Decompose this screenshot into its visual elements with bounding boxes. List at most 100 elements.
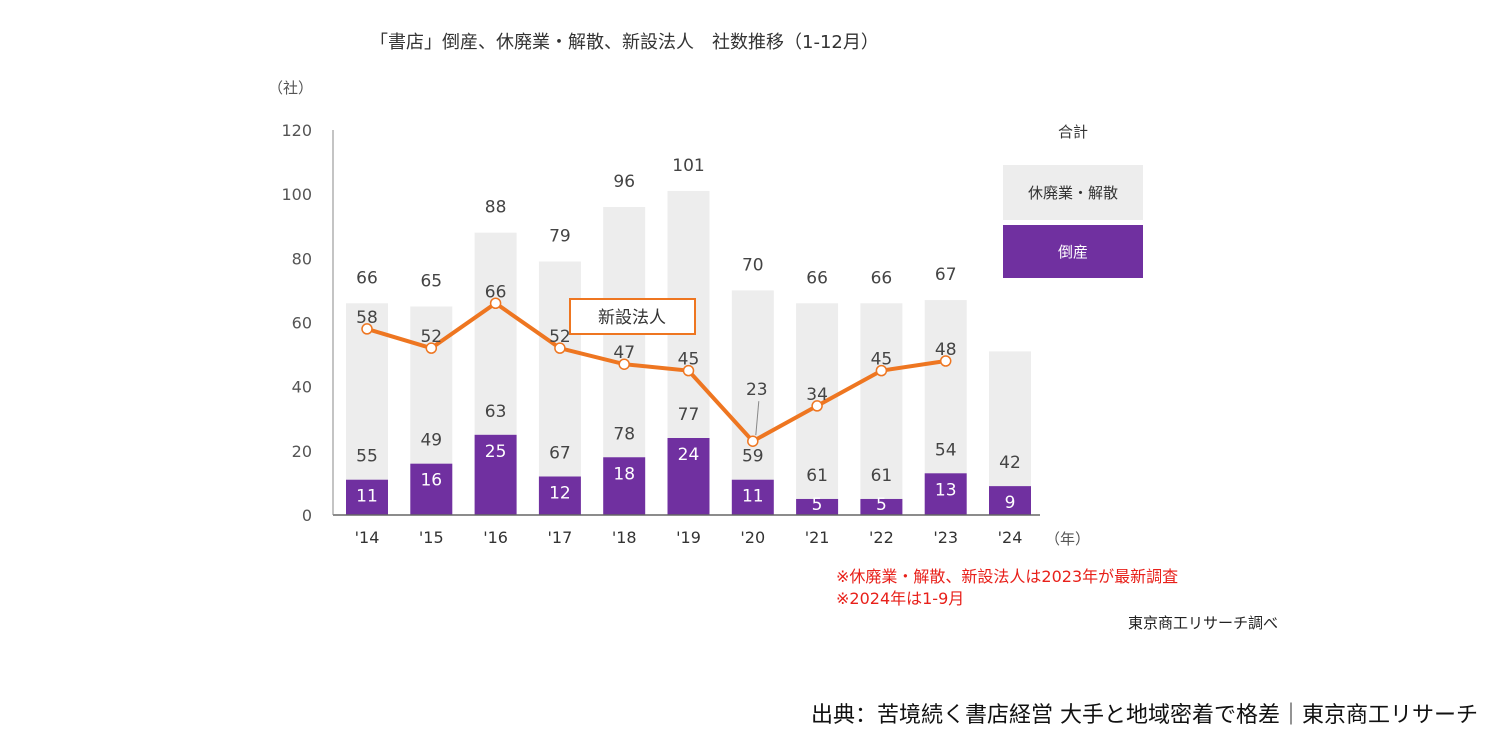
bankruptcy-data-label: 16 — [420, 471, 442, 491]
new-corp-data-label: 23 — [746, 380, 768, 400]
legend-swatch-bankruptcy — [1003, 225, 1143, 278]
bar-closure — [924, 300, 967, 474]
new-corp-data-label: 47 — [613, 343, 635, 363]
new-corp-data-label: 58 — [356, 308, 378, 328]
legend-title: 合計 — [1058, 123, 1088, 141]
new-corp-point — [554, 342, 566, 354]
bankruptcy-data-label: 9 — [1005, 493, 1016, 513]
new-corp-point — [489, 297, 502, 309]
x-tick-label: '23 — [933, 528, 958, 547]
total-data-label: 88 — [485, 198, 507, 218]
new-corp-line — [366, 300, 946, 444]
y-tick-label: 20 — [292, 442, 312, 461]
total-data-label: 96 — [613, 172, 635, 192]
new-corp-point — [425, 342, 438, 354]
new-corp-point — [361, 323, 373, 335]
bar-bankruptcy — [603, 457, 646, 515]
source-caption: 出典：苦境続く書店経営 大手と地域密着で格差｜東京商工リサーチ — [811, 703, 1478, 728]
bankruptcy-data-label: 12 — [549, 484, 571, 504]
new-corp-data-label: 34 — [806, 385, 828, 405]
x-tick-label: '14 — [355, 528, 380, 547]
x-tick-label: '20 — [740, 528, 765, 547]
bar-closure — [989, 351, 1031, 487]
bankruptcy-data-label: 11 — [356, 487, 378, 507]
line-label-box: 新設法人 — [569, 298, 696, 335]
y-tick-label: 120 — [281, 121, 312, 140]
total-data-label: 79 — [549, 227, 571, 247]
new-corp-data-label: 66 — [485, 282, 507, 302]
bar-bankruptcy — [731, 479, 774, 515]
bar-closure — [860, 303, 903, 499]
bankruptcy-data-label: 13 — [935, 480, 957, 500]
new-corp-point — [939, 355, 952, 367]
total-data-label: 70 — [742, 255, 764, 275]
y-tick-label: 100 — [281, 185, 312, 204]
closure-data-label: 42 — [999, 453, 1021, 473]
new-corp-data-label: 52 — [420, 327, 442, 347]
closure-data-label: 77 — [678, 405, 700, 425]
y-tick-label: 0 — [302, 506, 312, 525]
total-data-label: 101 — [672, 156, 704, 176]
new-corp-point — [682, 364, 695, 377]
bar-bankruptcy — [346, 479, 388, 515]
x-tick-label: '19 — [676, 528, 701, 547]
closure-data-label: 55 — [356, 447, 378, 467]
bar-bankruptcy — [860, 498, 903, 515]
note-1: ※休廃業・解散、新設法人は2023年が最新調査 — [836, 567, 1178, 586]
y-tick-label: 80 — [292, 249, 312, 268]
new-corp-data-label: 52 — [549, 327, 571, 347]
legend: 合計 休廃業・解散 倒産 — [1003, 123, 1143, 278]
bar-bankruptcy — [796, 498, 839, 515]
x-axis-label: （年） — [1045, 530, 1090, 548]
legend-item-bankruptcy: 倒産 — [1058, 243, 1088, 261]
new-corp-point — [811, 400, 823, 412]
closure-data-label: 63 — [485, 402, 507, 422]
x-tick-label: '22 — [869, 528, 894, 547]
closure-data-label: 49 — [420, 431, 442, 451]
x-tick-label: '16 — [483, 528, 508, 547]
bar-bankruptcy — [667, 438, 710, 515]
x-tick-label: '18 — [612, 528, 637, 547]
new-corp-data-label: 48 — [935, 340, 957, 360]
bar-bankruptcy — [989, 486, 1031, 515]
bankruptcy-data-label: 25 — [485, 442, 507, 462]
x-tick-label: '24 — [998, 528, 1023, 547]
bar-closure — [410, 306, 453, 464]
bankruptcy-data-label: 11 — [742, 487, 764, 507]
new-corp-point — [747, 435, 759, 447]
new-corp-point — [618, 358, 630, 370]
bankruptcy-data-label: 5 — [876, 495, 887, 515]
closure-data-label: 78 — [613, 424, 635, 444]
x-tick-label: '17 — [548, 528, 573, 547]
bar-bankruptcy — [538, 476, 581, 515]
x-tick-label: '15 — [419, 528, 444, 547]
note-2: ※2024年は1-9月 — [836, 589, 964, 608]
closure-data-label: 61 — [871, 466, 893, 486]
total-data-label: 67 — [935, 265, 957, 285]
x-tick-label: '21 — [805, 528, 830, 547]
closure-data-label: 61 — [806, 466, 828, 486]
bankruptcy-data-label: 24 — [678, 445, 700, 465]
new-corp-data-label: 45 — [871, 350, 893, 370]
y-tick-label: 60 — [292, 314, 312, 333]
bar-bankruptcy — [474, 434, 517, 515]
y-axis-label: （社） — [268, 79, 313, 97]
bankruptcy-data-label: 18 — [613, 464, 635, 484]
legend-swatch-closure — [1003, 165, 1143, 220]
new-corp-data-label: 45 — [678, 350, 700, 370]
bar-closure — [538, 261, 581, 477]
total-data-label: 66 — [356, 268, 378, 288]
total-data-label: 65 — [420, 271, 442, 291]
closure-data-label: 59 — [742, 447, 764, 467]
bar-closure — [731, 290, 774, 480]
y-tick-label: 40 — [292, 378, 312, 397]
line-label: 新設法人 — [598, 308, 666, 328]
chart-title: 「書店」倒産、休廃業・解散、新設法人 社数推移（1-12月） — [370, 32, 879, 53]
bankruptcy-data-label: 5 — [812, 495, 823, 515]
legend-item-closure: 休廃業・解散 — [1028, 184, 1118, 202]
closure-data-label: 54 — [935, 440, 957, 460]
bar-bankruptcy — [410, 463, 453, 515]
new-corp-point — [875, 364, 888, 377]
bar-bankruptcy — [924, 473, 967, 515]
